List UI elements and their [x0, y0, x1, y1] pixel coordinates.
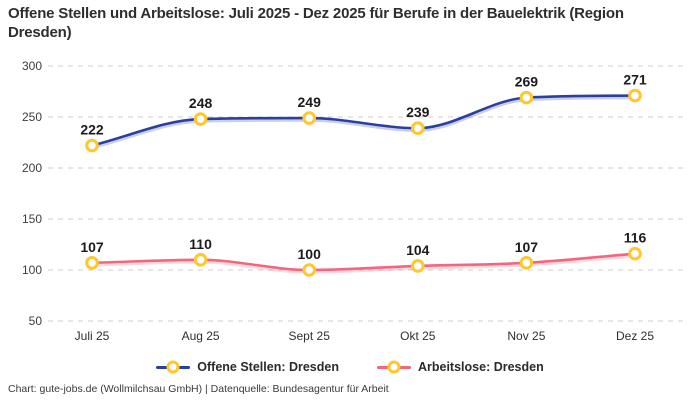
- legend-swatch-icon: [376, 360, 411, 374]
- data-point-marker[interactable]: [193, 112, 208, 126]
- data-point-label: 110: [189, 236, 212, 252]
- x-tick-label: Okt 25: [400, 329, 436, 343]
- legend-swatch-icon: [156, 360, 191, 374]
- data-point-marker[interactable]: [193, 252, 208, 267]
- y-tick-label: 150: [22, 212, 42, 226]
- y-tick-label: 250: [22, 110, 42, 124]
- data-point-label: 248: [189, 95, 213, 111]
- data-point-marker[interactable]: [411, 121, 425, 136]
- data-point-marker[interactable]: [85, 138, 99, 153]
- data-point-marker[interactable]: [628, 246, 642, 261]
- x-tick-label: Sept 25: [289, 329, 331, 343]
- line-chart-plot: 50 100 150 200 250 300 Juli 25 Aug 25 Sept 25 Okt…: [22, 59, 688, 343]
- chart-legend: Offene Stellen: Dresden Arbeitslose: Dres…: [0, 356, 700, 378]
- data-point-label: 271: [623, 72, 647, 88]
- legend-item-offene-stellen-dresden[interactable]: Offene Stellen: Dresden: [156, 360, 339, 374]
- series-line: [90, 252, 637, 272]
- chart-title: Offene Stellen und Arbeitslose: Juli 202…: [8, 5, 624, 41]
- data-point-label: 249: [298, 94, 322, 110]
- data-point-label: 107: [80, 239, 104, 255]
- data-point-marker[interactable]: [411, 259, 425, 273]
- chart-footer: Chart: gute-jobs.de (Wollmilchsau GmbH) …: [8, 383, 389, 395]
- y-tick-label: 300: [22, 59, 42, 73]
- series-line: [90, 94, 637, 147]
- x-tick-label: Aug 25: [182, 329, 220, 343]
- x-tick-label: Juli 25: [75, 329, 110, 343]
- legend-item-arbeitslose-dresden[interactable]: Arbeitslose: Dresden: [376, 360, 544, 374]
- legend-label: Arbeitslose: Dresden: [417, 360, 544, 374]
- data-point-label: 269: [515, 74, 539, 90]
- data-point-label: 100: [298, 246, 322, 262]
- data-point-label: 222: [80, 122, 104, 138]
- data-point-label: 116: [624, 230, 647, 246]
- data-point-marker[interactable]: [302, 263, 317, 277]
- data-point-marker[interactable]: [85, 256, 99, 270]
- y-tick-label: 50: [29, 314, 43, 328]
- x-tick-label: Dez 25: [616, 329, 654, 343]
- x-tick-label: Nov 25: [507, 329, 545, 343]
- series-line-shadow: [91, 254, 636, 274]
- legend-label: Offene Stellen: Dresden: [197, 360, 339, 374]
- data-point-marker[interactable]: [302, 111, 317, 125]
- y-tick-label: 200: [22, 161, 42, 175]
- data-point-marker[interactable]: [628, 88, 642, 103]
- data-point-label: 107: [515, 239, 539, 255]
- data-point-label: 239: [406, 104, 430, 120]
- data-point-marker[interactable]: [519, 90, 534, 105]
- data-point-label: 104: [406, 242, 430, 258]
- data-point-marker[interactable]: [519, 256, 534, 270]
- y-tick-label: 100: [22, 263, 42, 277]
- series-line-shadow: [91, 96, 636, 150]
